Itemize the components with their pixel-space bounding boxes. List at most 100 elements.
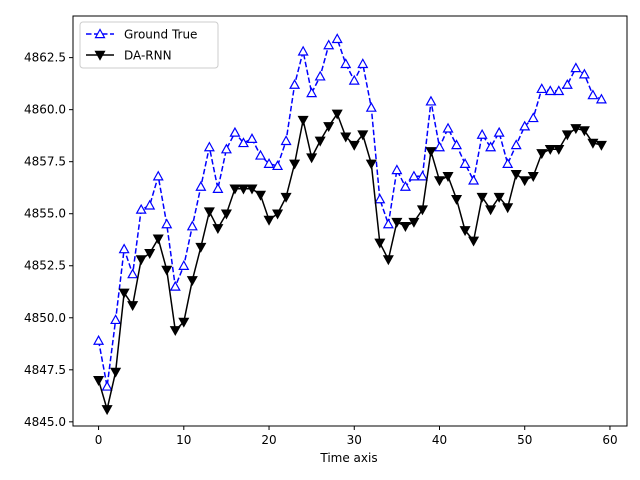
data-point-ground-true [425, 95, 437, 106]
data-point-da-rnn [553, 144, 565, 155]
data-point-da-rnn [101, 405, 113, 416]
data-point-ground-true [178, 260, 190, 270]
data-point-ground-true [578, 68, 590, 79]
data-point-ground-true [408, 170, 420, 181]
legend-marker-ground-true [94, 28, 106, 39]
data-point-ground-true [587, 89, 599, 100]
data-point-ground-true [476, 128, 488, 139]
data-point-da-rnn [357, 130, 369, 141]
legend-box [79, 21, 219, 69]
data-point-da-rnn [502, 203, 514, 214]
data-point-ground-true [348, 74, 360, 85]
legend-label-da-rnn: DA-RNN [124, 49, 172, 63]
data-point-da-rnn [306, 153, 318, 164]
data-point-ground-true [135, 203, 147, 214]
x-axis: 0 10 20 30 40 50 60 [95, 426, 618, 447]
data-point-ground-true [118, 243, 130, 254]
data-point-da-rnn [433, 176, 446, 187]
data-point-ground-true [544, 85, 556, 96]
series-layer [93, 33, 607, 416]
data-point-ground-true [229, 126, 241, 137]
plot-frame [72, 15, 628, 427]
data-point-ground-true [519, 120, 531, 131]
data-point-ground-true [237, 137, 249, 148]
data-point-ground-true [306, 87, 318, 98]
data-point-ground-true [127, 268, 139, 279]
data-point-ground-true [340, 58, 352, 69]
y-tick-label: 4862.5 [24, 51, 66, 65]
data-point-ground-true [195, 180, 207, 191]
data-point-ground-true [289, 78, 301, 89]
series-line-ground-true [97, 37, 602, 387]
data-point-da-rnn [408, 217, 420, 228]
data-point-ground-true [169, 280, 181, 291]
data-point-ground-true [254, 149, 267, 160]
data-point-da-rnn [527, 172, 539, 182]
x-tick-label: 40 [432, 433, 447, 447]
data-point-da-rnn [391, 217, 403, 228]
data-point-ground-true [553, 85, 565, 96]
data-point-da-rnn [587, 138, 599, 149]
data-point-ground-true [357, 58, 369, 69]
data-point-da-rnn [561, 130, 573, 141]
data-point-ground-true [459, 158, 471, 168]
data-point-ground-true [442, 122, 454, 133]
data-point-da-rnn [161, 265, 173, 276]
y-axis: 4845.0 4847.5 4850.0 4852.5 4855.0 4857.5 4860… [24, 51, 73, 429]
x-tick-label: 0 [95, 433, 103, 447]
data-point-da-rnn [178, 317, 190, 328]
data-point-da-rnn [536, 149, 548, 160]
data-point-da-rnn [254, 190, 267, 201]
data-point-da-rnn [272, 209, 284, 220]
data-point-da-rnn [246, 184, 258, 195]
data-point-ground-true [391, 164, 403, 175]
y-tick-label: 4857.5 [24, 155, 66, 169]
legend-marker-da-rnn [94, 50, 106, 61]
data-point-ground-true [212, 183, 224, 193]
data-point-da-rnn [425, 147, 437, 158]
x-axis-label: Time axis [319, 451, 377, 465]
data-point-ground-true [323, 39, 335, 50]
data-point-ground-true [468, 174, 480, 185]
series-ground-true [93, 33, 607, 391]
data-point-da-rnn [374, 238, 386, 249]
data-point-da-rnn [365, 159, 377, 170]
data-point-da-rnn [595, 140, 607, 151]
data-point-ground-true [510, 139, 522, 150]
data-point-da-rnn [348, 140, 360, 151]
data-point-da-rnn [382, 255, 394, 266]
y-tick-label: 4855.0 [24, 207, 66, 221]
data-point-da-rnn [476, 192, 488, 203]
data-point-ground-true [399, 180, 411, 191]
data-point-da-rnn [416, 205, 428, 216]
legend: Ground True DA-RNN [79, 21, 219, 69]
data-point-ground-true [493, 126, 505, 137]
data-point-ground-true [561, 78, 573, 89]
y-tick-label: 4845.0 [24, 415, 66, 429]
data-point-ground-true [161, 218, 173, 229]
data-point-ground-true [314, 70, 326, 81]
data-point-ground-true [93, 334, 105, 345]
data-point-ground-true [374, 193, 386, 204]
data-point-da-rnn [493, 192, 505, 203]
y-tick-label: 4847.5 [24, 363, 66, 377]
data-point-ground-true [502, 158, 514, 168]
data-point-da-rnn [144, 249, 156, 259]
data-point-ground-true [527, 112, 539, 123]
data-point-ground-true [297, 45, 309, 56]
data-point-da-rnn [331, 109, 343, 120]
data-point-ground-true [152, 170, 164, 181]
data-point-da-rnn [323, 122, 335, 133]
data-point-ground-true [382, 218, 394, 229]
data-point-da-rnn [578, 126, 590, 137]
data-point-ground-true [246, 133, 258, 143]
data-point-ground-true [433, 141, 446, 152]
series-da-rnn [93, 109, 607, 416]
data-point-da-rnn [399, 222, 411, 232]
data-point-da-rnn [110, 367, 122, 378]
data-point-da-rnn [237, 184, 249, 195]
data-point-ground-true [220, 143, 232, 154]
data-point-da-rnn [468, 236, 480, 247]
data-point-da-rnn [263, 215, 275, 226]
